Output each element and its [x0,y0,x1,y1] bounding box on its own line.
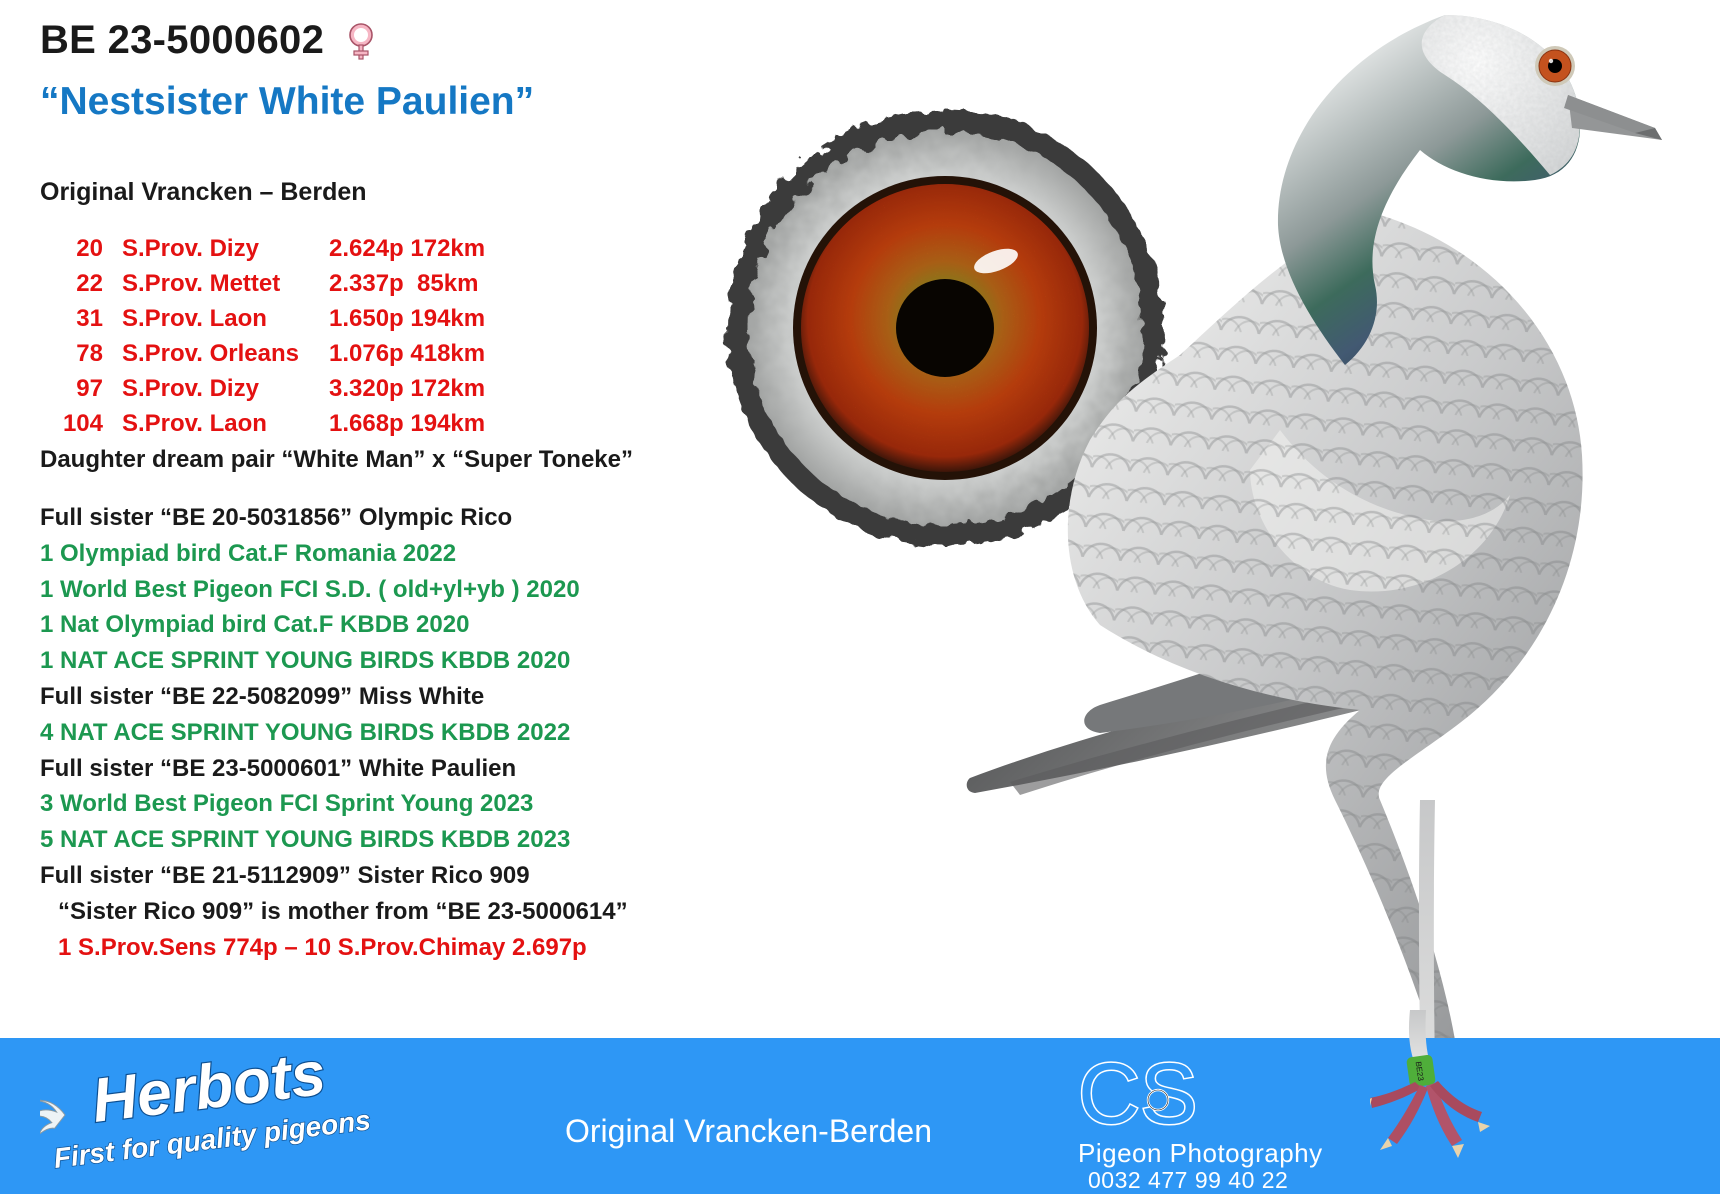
svg-text:CS: CS [1078,1048,1197,1142]
